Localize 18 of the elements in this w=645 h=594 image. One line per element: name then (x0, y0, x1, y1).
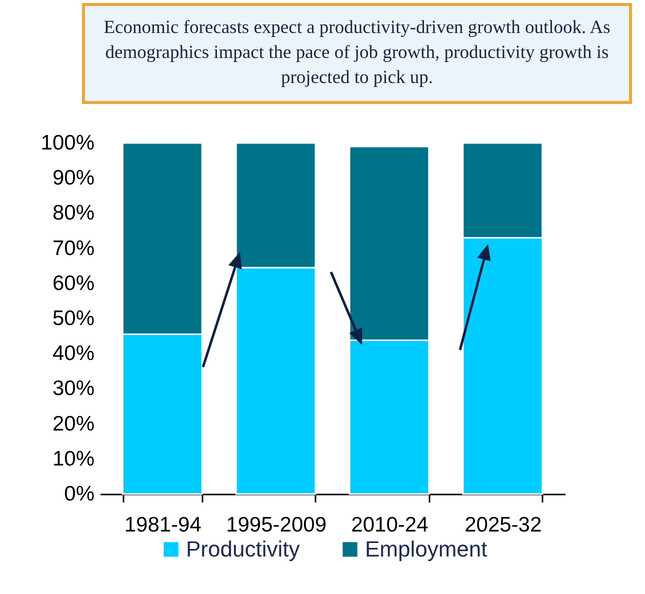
y-tick-label: 40% (52, 342, 94, 366)
x-tick-label: 1981-94 (124, 514, 202, 536)
y-tick-label: 30% (52, 377, 94, 400)
legend-label: Productivity (186, 536, 300, 562)
y-tick-label: 20% (52, 412, 94, 436)
y-tick-label: 100% (40, 132, 94, 154)
x-tick-label: 2025-32 (464, 514, 542, 536)
y-tick-label: 0% (64, 482, 94, 506)
y-tick-label: 70% (52, 236, 94, 260)
y-tick-label: 60% (52, 272, 94, 295)
y-tick-label: 90% (52, 166, 94, 190)
y-tick-label: 80% (52, 202, 94, 225)
y-tick-label: 10% (52, 447, 94, 470)
legend-label: Employment (365, 536, 488, 562)
y-tick-label: 50% (52, 307, 94, 330)
chart-title: Economic forecasts expect a productivity-driven growth outlook. As demographics impact the pace of job growth, productivity growth is projected to pick up. (82, 3, 632, 104)
x-tick-label: 1995-2009 (226, 514, 327, 536)
x-tick-label: 2010-24 (351, 514, 429, 536)
